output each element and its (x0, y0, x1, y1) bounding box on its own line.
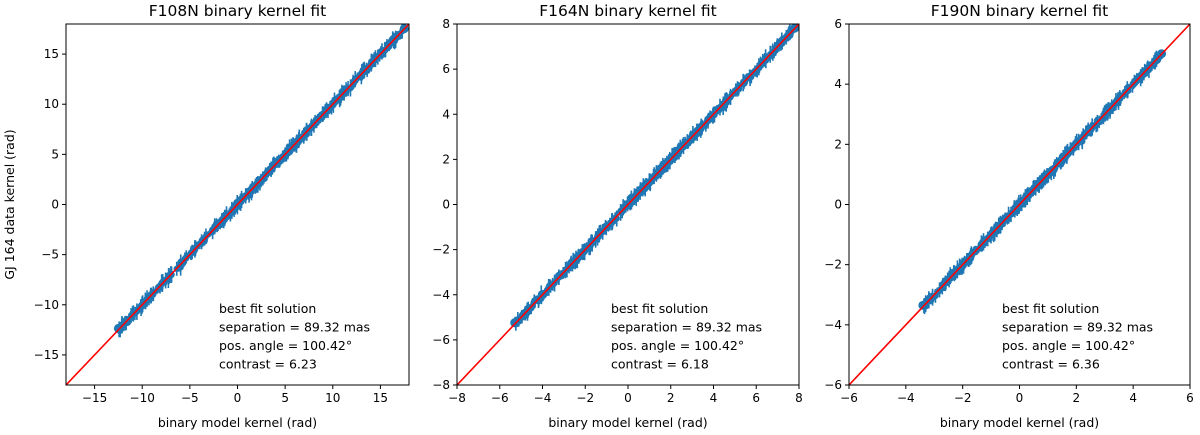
x-tick-label: 6 (752, 391, 760, 405)
y-tick-label: 4 (442, 107, 450, 121)
model-line (457, 24, 799, 385)
annotation-line: contrast = 6.36 (1002, 357, 1100, 372)
y-tick-label: −10 (34, 298, 59, 312)
chart-title: F190N binary kernel fit (931, 2, 1108, 20)
y-tick-label: 0 (51, 198, 59, 212)
y-axis-label: GJ 164 data kernel (rad) (2, 129, 17, 279)
data-point (539, 290, 546, 297)
y-tick-label: 0 (442, 198, 450, 212)
y-tick-label: 8 (442, 17, 450, 31)
data-point (352, 75, 359, 83)
y-tick-label: −15 (34, 348, 59, 362)
chart-panel-1: −15 −10 −5 0 5 10 15 −15 −10 −5 0 5 10 15 F108N binary… (2, 2, 410, 430)
x-tick-label: 4 (1129, 391, 1137, 405)
data-point (918, 300, 928, 310)
y-tick-label: −8 (432, 378, 450, 392)
annotation-line: pos. angle = 100.42° (1002, 338, 1135, 353)
x-tick-label: 0 (1016, 391, 1024, 405)
x-tick-label: −5 (181, 391, 199, 405)
annotation-line: pos. angle = 100.42° (611, 338, 744, 353)
y-tick-label: −6 (824, 378, 842, 392)
data-point (1095, 118, 1103, 126)
model-line (849, 24, 1190, 385)
chart-title: F108N binary kernel fit (149, 2, 326, 20)
plot-area-2 (457, 24, 799, 385)
data-point (708, 114, 715, 121)
annotation-line: best fit solution (1002, 301, 1099, 316)
data-point (510, 318, 520, 328)
y-tick-label: 5 (51, 147, 59, 161)
y-tick-label: −2 (432, 243, 450, 257)
y-tick-label: 2 (834, 137, 842, 151)
data-point (133, 308, 141, 315)
data-point (137, 304, 145, 311)
data-point (113, 323, 123, 333)
x-tick-label: 0 (624, 391, 632, 405)
model-line (66, 24, 409, 385)
annotation-line: separation = 89.32 mas (611, 320, 762, 335)
x-tick-label: −2 (576, 391, 594, 405)
x-tick-label: −10 (130, 391, 155, 405)
data-point (266, 165, 273, 173)
y-tick-label: 2 (442, 152, 450, 166)
x-axis-label: binary model kernel (rad) (940, 415, 1099, 430)
chart-title: F164N binary kernel fit (539, 2, 716, 20)
y-tick-label: −2 (824, 258, 842, 272)
y-tick-label: 4 (834, 77, 842, 91)
y-tick-label: −5 (41, 248, 59, 262)
x-tick-label: −8 (448, 391, 466, 405)
annotation-line: separation = 89.32 mas (1002, 320, 1153, 335)
x-tick-label: 15 (373, 391, 388, 405)
x-tick-label: −4 (897, 391, 915, 405)
data-point (179, 260, 186, 268)
data-point (654, 168, 661, 175)
y-tick-label: 6 (442, 62, 450, 76)
annotation-line: best fit solution (219, 301, 316, 316)
x-tick-label: 4 (710, 391, 718, 405)
data-point (969, 249, 976, 257)
x-tick-label: 5 (281, 391, 289, 405)
y-tick-label: −4 (824, 318, 842, 332)
x-tick-label: 10 (325, 391, 340, 405)
x-axis-label: binary model kernel (rad) (548, 415, 707, 430)
annotation-line: contrast = 6.23 (219, 357, 317, 372)
chart-panel-2: −8 −6 −4 −2 0 2 4 6 8 −8 −6 −4 −2 0 2 4 6 8 F164N binary k… (432, 2, 803, 430)
annotation-line: pos. angle = 100.42° (219, 338, 352, 353)
data-point (274, 157, 281, 164)
x-tick-label: 8 (795, 391, 803, 405)
x-axis-label: binary model kernel (rad) (158, 415, 317, 430)
x-tick-label: −2 (954, 391, 972, 405)
plot-area-1 (66, 24, 409, 385)
x-tick-label: −6 (840, 391, 858, 405)
y-tick-label: 10 (44, 97, 59, 111)
annotation-line: contrast = 6.18 (611, 357, 709, 372)
plot-area-3 (849, 24, 1190, 385)
data-point (1102, 107, 1110, 115)
annotation-line: separation = 89.32 mas (219, 320, 370, 335)
y-tick-label: 6 (834, 17, 842, 31)
y-tick-label: −6 (432, 333, 450, 347)
data-point (647, 179, 654, 186)
x-tick-label: 2 (667, 391, 675, 405)
y-tick-label: −4 (432, 288, 450, 302)
data-point (221, 216, 228, 223)
data-point (934, 288, 942, 296)
x-tick-label: 6 (1186, 391, 1194, 405)
chart-panel-3: −6 −4 −2 0 2 4 6 −6 −4 −2 0 2 4 6 F190N binary kernel … (824, 2, 1194, 430)
x-tick-label: 0 (234, 391, 242, 405)
annotation-line: best fit solution (611, 301, 708, 316)
x-tick-label: −15 (82, 391, 107, 405)
data-point (525, 304, 533, 311)
y-tick-label: 0 (834, 198, 842, 212)
data-point (1061, 151, 1069, 159)
data-point (1070, 141, 1078, 149)
x-tick-label: −6 (491, 391, 509, 405)
y-tick-label: 15 (44, 47, 59, 61)
x-tick-label: −4 (534, 391, 552, 405)
data-point (296, 134, 303, 142)
x-tick-label: 2 (1073, 391, 1081, 405)
